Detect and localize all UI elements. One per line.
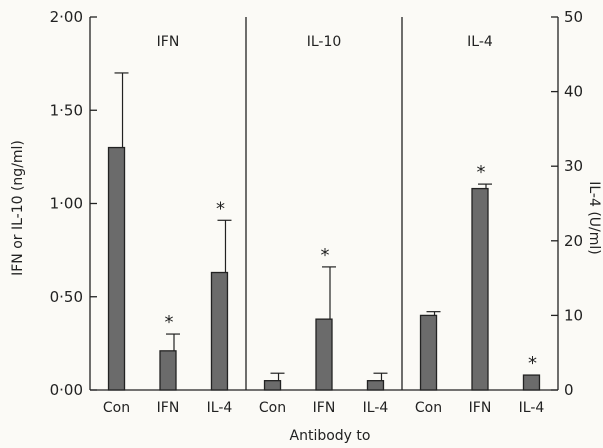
bar: [522, 374, 541, 391]
x-tick-label: Con: [259, 400, 286, 416]
left-axis-ticks: 0·00 0·50 1·00 1·50 2·00: [50, 8, 97, 399]
bar: [315, 318, 333, 391]
panel-2: IL-10 Con * IFN IL-4: [259, 34, 388, 416]
left-tick-label: 1·00: [50, 195, 83, 213]
right-axis-ticks: 0 10 20 30 40 50: [551, 8, 583, 399]
significance-star: *: [165, 312, 174, 333]
panel-3: IL-4 Con * IFN * IL-4: [415, 34, 544, 416]
significance-star: *: [321, 245, 330, 266]
left-tick-label: 0·50: [50, 288, 83, 306]
bar: [471, 187, 489, 391]
right-tick-label: 20: [564, 232, 583, 250]
significance-star: *: [477, 162, 486, 183]
x-tick-label: IL-4: [363, 400, 389, 416]
panel-title: IL-4: [467, 34, 493, 50]
right-axis-label: IL-4 (U/ml): [586, 181, 602, 255]
significance-star: *: [528, 353, 537, 374]
right-tick-label: 0: [564, 381, 574, 399]
x-tick-label: IFN: [469, 400, 492, 416]
bar: [263, 380, 282, 391]
bar: [419, 314, 438, 391]
panel-title: IFN: [157, 34, 180, 50]
bar: [366, 380, 385, 391]
x-tick-label: Con: [415, 400, 442, 416]
left-tick-label: 1·50: [50, 101, 83, 119]
left-tick-label: 2·00: [50, 8, 83, 26]
panel-1: IFN Con * IFN * IL-4: [103, 34, 232, 416]
right-tick-label: 10: [564, 306, 583, 324]
panel-title: IL-10: [307, 34, 342, 50]
bar: [107, 146, 126, 391]
bar: [159, 350, 177, 391]
right-tick-label: 50: [564, 8, 583, 26]
x-tick-label: IL-4: [519, 400, 545, 416]
significance-star: *: [216, 198, 225, 219]
left-axis-label: IFN or IL-10 (ng/ml): [10, 140, 26, 276]
x-axis-label: Antibody to: [290, 428, 371, 444]
x-tick-label: IFN: [157, 400, 180, 416]
left-tick-label: 0·00: [50, 381, 83, 399]
right-tick-label: 30: [564, 157, 583, 175]
x-tick-label: IL-4: [207, 400, 233, 416]
right-tick-label: 40: [564, 83, 583, 101]
x-tick-label: Con: [103, 400, 130, 416]
x-tick-label: IFN: [313, 400, 336, 416]
bar: [210, 271, 229, 391]
